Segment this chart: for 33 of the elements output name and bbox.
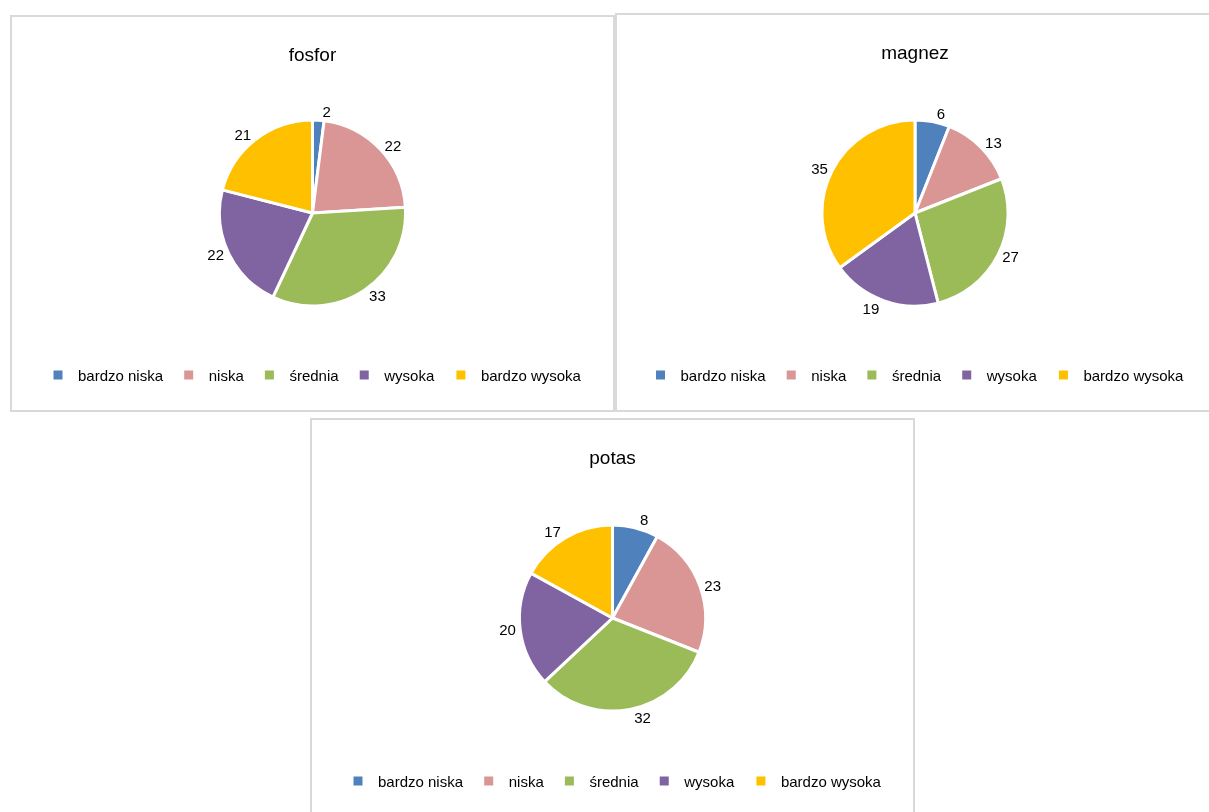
data-label: 13 — [985, 134, 1002, 152]
data-label: 35 — [811, 160, 828, 178]
data-label: 32 — [634, 709, 651, 727]
legend-label: bardzo wysoka — [780, 772, 882, 790]
legend-label: wysoka — [683, 772, 735, 790]
legend-label: bardzo niska — [378, 772, 464, 790]
chart-title: fosfor — [288, 44, 337, 66]
legend-label: wysoka — [383, 366, 435, 384]
data-label: 21 — [234, 125, 252, 143]
data-label: 22 — [384, 136, 402, 154]
data-label: 33 — [369, 287, 386, 305]
legend-label: średnia — [289, 366, 340, 384]
legend-label: średnia — [589, 772, 640, 790]
legend-label: niska — [208, 366, 245, 384]
data-label: 23 — [704, 577, 721, 594]
legend-label: bardzo niska — [78, 366, 164, 384]
chart-title: potas — [589, 447, 636, 469]
legend-label: niska — [508, 772, 545, 790]
data-label: 27 — [1002, 248, 1019, 266]
data-label: 2 — [322, 103, 331, 121]
data-label: 17 — [544, 523, 561, 541]
legend-label: bardzo wysoka — [480, 366, 582, 384]
legend-label: bardzo niska — [680, 366, 767, 384]
data-label: 6 — [936, 104, 946, 122]
legend-label: bardzo wysoka — [1083, 366, 1185, 384]
legend-label: wysoka — [985, 366, 1038, 384]
data-label: 19 — [862, 299, 880, 317]
legend-label: niska — [811, 366, 847, 384]
data-label: 22 — [207, 245, 225, 263]
legend-label: średnia — [891, 366, 942, 384]
data-label: 8 — [639, 511, 649, 529]
chart-title: magnez — [881, 42, 949, 64]
data-label: 20 — [499, 621, 516, 639]
